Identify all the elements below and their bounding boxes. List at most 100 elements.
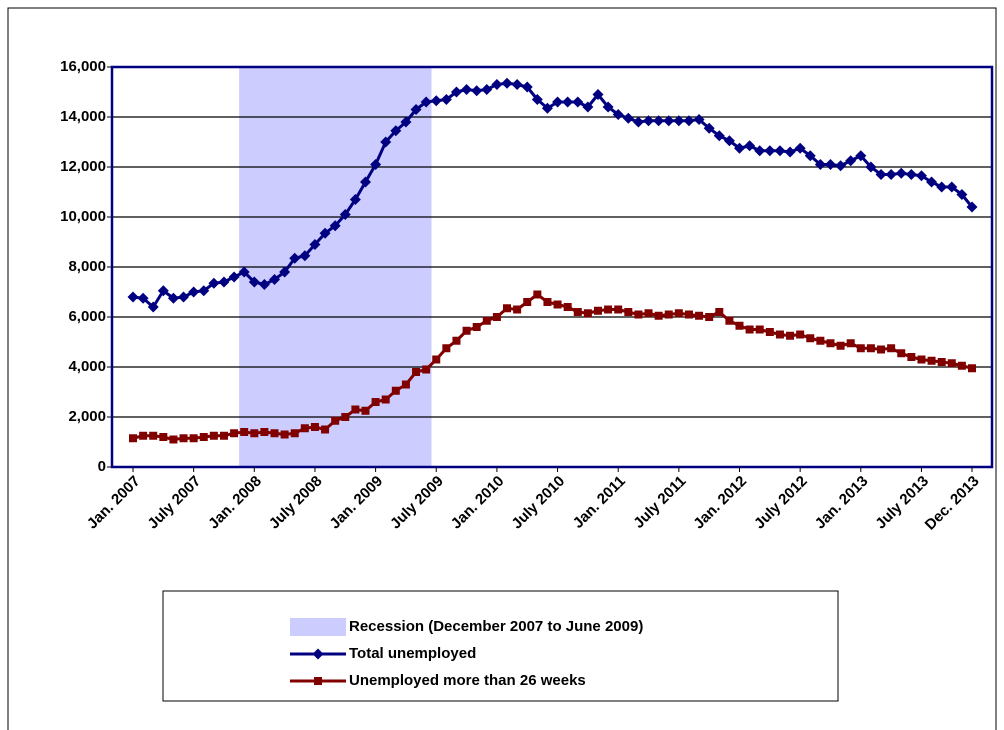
diamond-marker — [359, 176, 371, 188]
square-marker — [573, 308, 582, 316]
square-marker — [331, 416, 340, 425]
diamond-marker — [734, 142, 746, 154]
square-marker — [513, 305, 522, 314]
square-marker — [735, 321, 744, 330]
square-marker — [442, 344, 451, 353]
diamond-marker — [541, 102, 553, 114]
square-marker — [361, 406, 370, 415]
diamond-marker — [218, 276, 230, 288]
diamond-marker — [946, 181, 958, 193]
legend-label: Unemployed more than 26 weeks — [349, 672, 586, 689]
y-tick-label: 12,000 — [60, 158, 106, 175]
diamond-marker — [521, 81, 533, 93]
square-marker — [310, 423, 319, 431]
diamond-marker — [178, 291, 190, 303]
diamond-marker — [511, 79, 523, 90]
square-marker — [149, 431, 158, 440]
square-marker — [644, 309, 653, 318]
square-marker — [755, 325, 764, 334]
square-marker — [391, 386, 400, 395]
diamond-marker — [673, 115, 685, 127]
square-marker — [796, 330, 805, 339]
x-tick-label: Jan. 2010 — [448, 473, 508, 533]
diamond-marker — [279, 266, 291, 278]
square-marker — [169, 435, 178, 444]
diamond-marker — [167, 292, 179, 304]
diamond-marker — [936, 181, 948, 193]
y-tick-label: 0 — [98, 458, 106, 475]
square-marker — [543, 298, 552, 306]
diamond-marker — [208, 277, 220, 289]
diamond-marker — [289, 252, 301, 264]
diamond-marker — [137, 292, 149, 304]
diamond-marker — [602, 101, 614, 113]
square-marker — [472, 323, 481, 331]
diamond-marker — [885, 169, 897, 180]
square-marker — [250, 429, 259, 438]
diamond-marker — [814, 159, 826, 170]
diamond-marker — [440, 94, 452, 105]
y-tick-label: 10,000 — [60, 208, 106, 225]
diamond-marker — [875, 169, 887, 180]
diamond-marker — [804, 150, 816, 162]
square-marker — [432, 355, 441, 364]
square-marker — [533, 290, 542, 299]
square-marker — [260, 428, 269, 436]
y-tick-label: 8,000 — [68, 258, 106, 275]
square-marker — [856, 344, 865, 353]
square-marker — [927, 356, 936, 365]
square-marker — [968, 364, 976, 373]
diamond-marker — [390, 125, 402, 137]
square-marker — [806, 334, 815, 343]
square-marker — [866, 344, 875, 353]
diamond-marker — [845, 155, 857, 167]
diamond-marker — [915, 170, 927, 182]
y-tick-label: 14,000 — [60, 108, 106, 125]
x-tick-label: July 2008 — [266, 473, 326, 533]
x-tick-label: Jan. 2007 — [84, 473, 144, 533]
square-marker — [816, 336, 825, 345]
square-marker — [492, 313, 501, 321]
square-marker — [583, 309, 592, 318]
diamond-marker — [663, 115, 675, 127]
legend-label: Recession (December 2007 to June 2009) — [349, 618, 643, 635]
diamond-marker — [238, 266, 250, 278]
square-marker — [422, 365, 431, 374]
diamond-marker — [461, 84, 473, 95]
square-marker — [159, 433, 168, 441]
diamond-marker — [784, 146, 796, 158]
square-marker — [826, 339, 835, 348]
square-marker — [341, 413, 350, 421]
diamond-marker — [410, 104, 422, 115]
square-marker — [523, 298, 532, 306]
diamond-marker — [612, 109, 624, 120]
x-tick-label: July 2012 — [751, 473, 811, 533]
diamond-marker — [309, 239, 321, 250]
diamond-marker — [370, 159, 382, 170]
square-marker — [836, 341, 845, 350]
diamond-marker — [855, 150, 867, 162]
square-marker — [654, 311, 663, 320]
diamond-marker — [228, 271, 240, 283]
square-marker — [634, 310, 643, 319]
square-marker — [280, 430, 289, 439]
square-marker — [209, 431, 218, 440]
square-marker — [381, 395, 390, 404]
diamond-marker — [966, 201, 978, 213]
diamond-marker — [622, 112, 634, 124]
diamond-marker — [248, 276, 260, 288]
diamond-marker — [339, 209, 351, 220]
square-marker — [129, 434, 137, 443]
diamond-marker — [824, 159, 836, 170]
square-marker — [462, 326, 471, 335]
diamond-marker — [592, 89, 604, 100]
square-marker — [290, 429, 299, 438]
diamond-marker — [481, 84, 493, 95]
diamond-marker — [764, 145, 776, 157]
square-marker — [179, 434, 188, 443]
diamond-marker — [127, 291, 139, 303]
diamond-marker — [349, 194, 361, 205]
diamond-marker — [723, 135, 735, 147]
square-marker — [786, 331, 795, 340]
diamond-marker — [562, 96, 574, 108]
